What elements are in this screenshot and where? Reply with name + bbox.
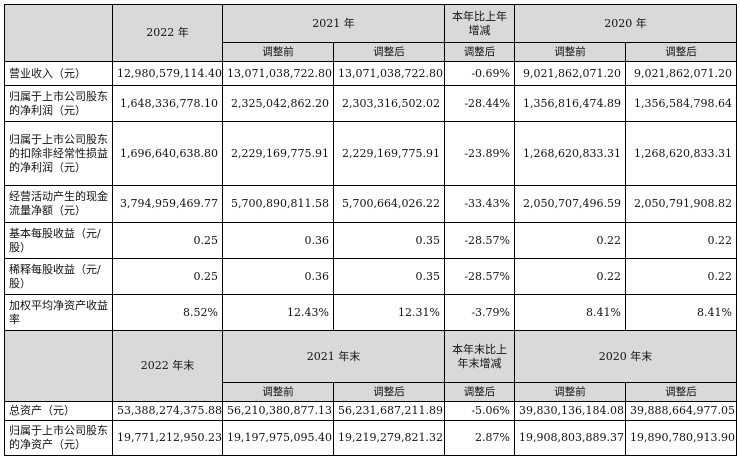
header-yoy: 本年比上年增减 (444, 4, 515, 43)
row-label: 归属于上市公司股东的净资产（元） (4, 420, 113, 456)
subheader2-2021-before: 调整前 (222, 382, 334, 402)
cell-2022: 3,794,959,469.77 (112, 185, 223, 223)
header2-blank (4, 330, 113, 402)
cell-2020-before: 2,050,707,496.59 (514, 185, 626, 223)
cell-2021-after: 0.35 (333, 258, 445, 295)
cell-2022: 53,388,274,375.88 (112, 401, 223, 421)
cell-2022: 19,771,212,950.23 (112, 420, 223, 456)
cell-2022: 1,648,336,778.10 (112, 85, 223, 122)
key-financial-data-table: 2022 年 2021 年 本年比上年增减 2020 年 调整前 调整后 调整后… (4, 4, 737, 456)
header2-2021-end: 2021 年末 (222, 330, 445, 383)
table-row: 总资产（元） 53,388,274,375.88 56,210,380,877.… (4, 401, 737, 421)
cell-2020-before: 1,268,620,833.31 (514, 121, 626, 186)
table-row: 归属于上市公司股东的扣除非经常性损益的净利润（元） 1,696,640,638.… (4, 121, 737, 186)
cell-2021-before: 13,071,038,722.80 (222, 61, 334, 86)
row-label: 总资产（元） (4, 401, 113, 421)
cell-2020-after: 8.41% (625, 294, 737, 331)
cell-2020-before: 1,356,816,474.89 (514, 85, 626, 122)
header-2020: 2020 年 (514, 4, 737, 43)
cell-2020-after: 0.22 (625, 258, 737, 295)
subheader-2021-before: 调整前 (222, 42, 334, 62)
table-row: 加权平均净资产收益率 8.52% 12.43% 12.31% -3.79% 8.… (4, 294, 737, 331)
cell-2020-before: 19,908,803,889.37 (514, 420, 626, 456)
cell-2020-after: 9,021,862,071.20 (625, 61, 737, 86)
header-2022: 2022 年 (112, 4, 223, 62)
cell-yoy: -28.44% (444, 85, 515, 122)
cell-2020-before: 39,830,136,184.08 (514, 401, 626, 421)
cell-2020-before: 0.22 (514, 258, 626, 295)
cell-2021-before: 12.43% (222, 294, 334, 331)
header2-yoy: 本年末比上年末增减 (444, 330, 515, 383)
cell-2020-after: 1,268,620,833.31 (625, 121, 737, 186)
header2-2020-end: 2020 年末 (514, 330, 737, 383)
cell-2021-after: 5,700,664,026.22 (333, 185, 445, 223)
cell-2020-after: 0.22 (625, 222, 737, 259)
cell-2021-after: 13,071,038,722.80 (333, 61, 445, 86)
cell-2022: 12,980,579,114.40 (112, 61, 223, 86)
subheader-2021-after: 调整后 (333, 42, 445, 62)
table-row: 营业收入（元） 12,980,579,114.40 13,071,038,722… (4, 61, 737, 86)
cell-2021-before: 0.36 (222, 258, 334, 295)
cell-2020-before: 9,021,862,071.20 (514, 61, 626, 86)
cell-2021-after: 19,219,279,821.32 (333, 420, 445, 456)
header2-2022-end: 2022 年末 (112, 330, 223, 402)
cell-2021-before: 56,210,380,877.13 (222, 401, 334, 421)
subheader2-yoy-after: 调整后 (444, 382, 515, 402)
cell-yoy: -28.57% (444, 258, 515, 295)
cell-2022: 1,696,640,638.80 (112, 121, 223, 186)
table-row: 归属于上市公司股东的净资产（元） 19,771,212,950.23 19,19… (4, 420, 737, 456)
subheader2-2021-after: 调整后 (333, 382, 445, 402)
cell-2021-after: 2,229,169,775.91 (333, 121, 445, 186)
cell-yoy: -28.57% (444, 222, 515, 259)
cell-yoy: -5.06% (444, 401, 515, 421)
table-row: 稀释每股收益（元/股） 0.25 0.36 0.35 -28.57% 0.22 … (4, 258, 737, 295)
table-row: 经营活动产生的现金流量净额（元） 3,794,959,469.77 5,700,… (4, 185, 737, 223)
cell-2021-before: 19,197,975,095.40 (222, 420, 334, 456)
subheader2-2020-before: 调整前 (514, 382, 626, 402)
cell-2022: 0.25 (112, 258, 223, 295)
cell-2022: 0.25 (112, 222, 223, 259)
row-label: 归属于上市公司股东的扣除非经常性损益的净利润（元） (4, 121, 113, 186)
table-row: 归属于上市公司股东的净利润（元） 1,648,336,778.10 2,325,… (4, 85, 737, 122)
cell-2021-before: 5,700,890,811.58 (222, 185, 334, 223)
row-label: 稀释每股收益（元/股） (4, 258, 113, 295)
subheader-yoy-after: 调整后 (444, 42, 515, 62)
cell-2020-before: 0.22 (514, 222, 626, 259)
subheader-2020-before: 调整前 (514, 42, 626, 62)
header-blank (4, 4, 113, 62)
cell-yoy: -0.69% (444, 61, 515, 86)
cell-2021-before: 2,325,042,862.20 (222, 85, 334, 122)
row-label: 加权平均净资产收益率 (4, 294, 113, 331)
cell-yoy: -3.79% (444, 294, 515, 331)
cell-yoy: -23.89% (444, 121, 515, 186)
cell-2020-after: 1,356,584,798.64 (625, 85, 737, 122)
cell-2021-after: 12.31% (333, 294, 445, 331)
cell-2022: 8.52% (112, 294, 223, 331)
cell-2021-after: 56,231,687,211.89 (333, 401, 445, 421)
cell-2021-before: 0.36 (222, 222, 334, 259)
cell-2020-before: 8.41% (514, 294, 626, 331)
row-label: 营业收入（元） (4, 61, 113, 86)
row-label: 经营活动产生的现金流量净额（元） (4, 185, 113, 223)
row-label: 归属于上市公司股东的净利润（元） (4, 85, 113, 122)
header-2021: 2021 年 (222, 4, 445, 43)
cell-2020-after: 39,888,664,977.05 (625, 401, 737, 421)
cell-yoy: 2.87% (444, 420, 515, 456)
cell-yoy: -33.43% (444, 185, 515, 223)
cell-2021-before: 2,229,169,775.91 (222, 121, 334, 186)
cell-2020-after: 19,890,780,913.90 (625, 420, 737, 456)
cell-2020-after: 2,050,791,908.82 (625, 185, 737, 223)
row-label: 基本每股收益（元/股） (4, 222, 113, 259)
cell-2021-after: 2,303,316,502.02 (333, 85, 445, 122)
subheader-2020-after: 调整后 (625, 42, 737, 62)
subheader2-2020-after: 调整后 (625, 382, 737, 402)
table-row: 基本每股收益（元/股） 0.25 0.36 0.35 -28.57% 0.22 … (4, 222, 737, 259)
cell-2021-after: 0.35 (333, 222, 445, 259)
